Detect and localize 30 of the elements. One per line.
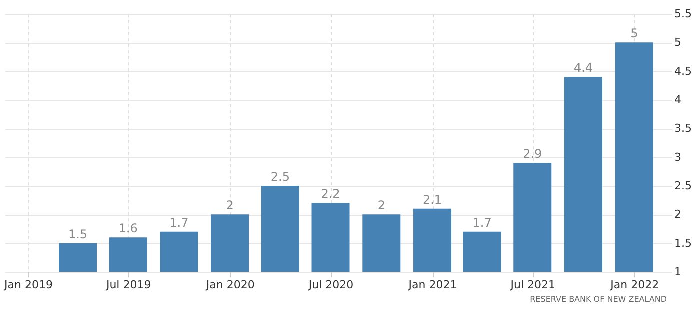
y-tick-label: 5.5 bbox=[674, 8, 692, 20]
x-tick-label: Jan 2021 bbox=[408, 278, 458, 292]
data-label: 2.5 bbox=[270, 170, 290, 184]
data-label: 2.1 bbox=[422, 192, 442, 207]
y-tick-label: 3.5 bbox=[674, 122, 692, 136]
x-tick-label: Jan 2019 bbox=[4, 278, 53, 292]
x-tick-label: Jul 2020 bbox=[308, 278, 354, 292]
y-tick-label: 2.5 bbox=[674, 180, 692, 192]
data-label: 2.2 bbox=[321, 187, 340, 202]
data-label: 1.5 bbox=[68, 227, 88, 242]
y-tick-label: 5 bbox=[674, 36, 682, 50]
y-tick-label: 4.5 bbox=[674, 64, 692, 78]
x-tick-label: Jan 2022 bbox=[610, 278, 660, 292]
x-tick-label: Jul 2019 bbox=[105, 278, 152, 292]
data-label: 5 bbox=[630, 26, 638, 41]
data-label: 1.6 bbox=[118, 222, 138, 236]
y-tick-label: 3 bbox=[674, 150, 682, 164]
x-tick-label: Jan 2020 bbox=[205, 278, 255, 292]
y-tick-label: 1.5 bbox=[674, 236, 692, 250]
y-tick-label: 2 bbox=[674, 208, 682, 222]
data-label: 2.9 bbox=[523, 147, 542, 162]
data-label: 1.7 bbox=[170, 216, 189, 230]
text: RESERVE BANK OF NEW ZEALAND bbox=[530, 295, 667, 304]
data-label: 2 bbox=[378, 198, 386, 213]
x-tick-label: Jul 2021 bbox=[510, 278, 556, 292]
data-label: 1.7 bbox=[472, 216, 492, 230]
data-label: 2 bbox=[226, 198, 234, 213]
y-tick-label: 1 bbox=[674, 266, 682, 278]
y-tick-label: 4 bbox=[674, 94, 682, 106]
data-label: 4.4 bbox=[574, 61, 594, 76]
